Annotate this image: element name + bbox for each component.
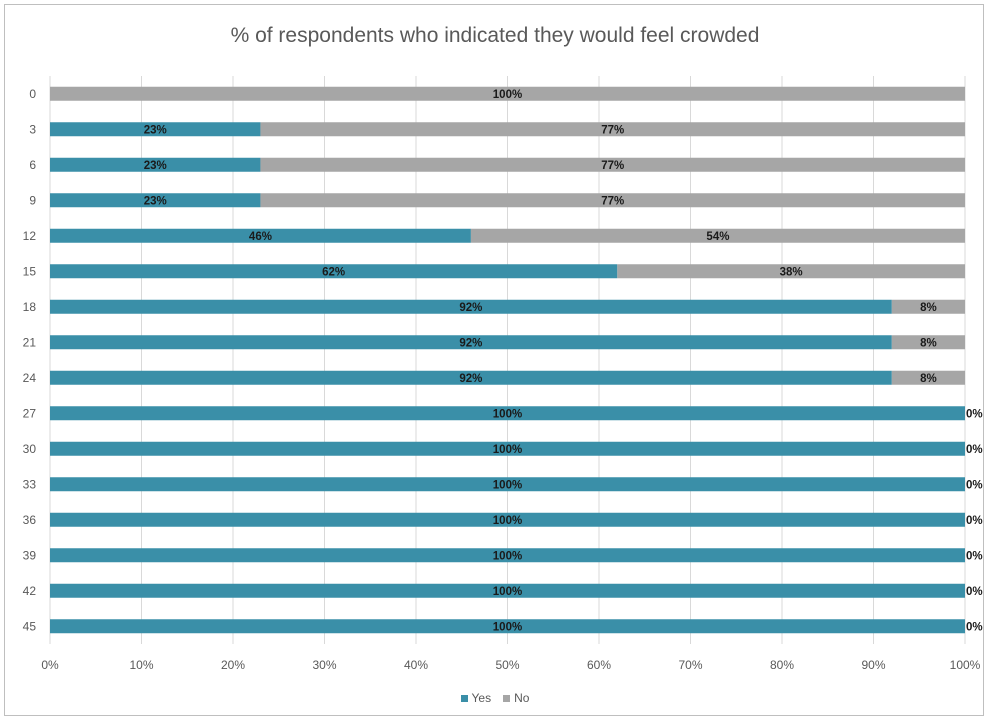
bar-segment-yes [50,264,618,279]
legend-swatch-no [503,694,511,702]
bar-segment-yes [50,619,965,634]
x-tick-label: 0% [41,658,59,672]
x-tick-label: 30% [312,658,336,672]
y-tick-label: 6 [29,158,36,172]
data-label-yes: 100% [493,586,522,598]
data-label-yes: 100% [493,550,522,562]
data-label-no: 8% [920,302,937,314]
bar-segment-yes [50,583,965,598]
data-label-no: 8% [920,337,937,349]
y-tick-label: 0 [29,87,36,101]
data-label-no: 0% [966,515,983,527]
chart-legend: Yes No [0,691,990,705]
y-tick-label: 12 [23,229,37,243]
y-tick-label: 45 [23,619,37,633]
data-label-yes: 100% [493,408,522,420]
data-label-no: 77% [601,195,624,207]
y-tick-label: 18 [23,300,37,314]
bar-segment-yes [50,122,261,137]
data-label-no: 77% [601,160,624,172]
data-label-yes: 62% [322,266,345,278]
bar-segment-yes [50,228,471,243]
data-label-yes: 23% [144,160,167,172]
chart-title: % of respondents who indicated they woul… [230,24,760,47]
bar-segment-yes [50,548,965,563]
bar-segment-yes [50,441,965,456]
x-tick-label: 90% [861,658,885,672]
y-tick-label: 27 [23,406,37,420]
data-label-no: 77% [601,124,624,136]
bar-segment-no [891,335,965,350]
data-label-yes: 100% [493,479,522,491]
x-tick-label: 70% [678,658,702,672]
y-tick-label: 30 [23,442,37,456]
legend-swatch-yes [460,694,468,702]
data-label-no: 0% [966,479,983,491]
data-label-no: 0% [966,550,983,562]
x-tick-label: 40% [404,658,428,672]
legend-item-no: No [503,691,529,705]
legend-item-yes: Yes [460,691,492,705]
y-tick-label: 36 [23,513,37,527]
bar-segment-no [260,122,965,137]
bar-segment-no [891,299,965,314]
y-tick-label: 21 [23,335,37,349]
data-label-no: 0% [966,586,983,598]
bar-segment-yes [50,406,965,421]
data-label-yes: 23% [144,195,167,207]
x-tick-label: 20% [221,658,245,672]
bar-segment-no [260,193,965,208]
data-label-yes: 46% [249,231,272,243]
bar-segment-yes [50,335,892,350]
x-tick-label: 100% [950,658,981,672]
data-label-yes: 100% [493,515,522,527]
y-tick-label: 42 [23,584,37,598]
data-label-yes: 23% [144,124,167,136]
y-tick-label: 9 [29,193,36,207]
data-label-yes: 100% [493,444,522,456]
data-label-yes: 92% [459,373,482,385]
data-label-yes: 92% [459,337,482,349]
data-label-yes: 92% [459,302,482,314]
data-label-no: 100% [493,89,522,101]
legend-label-yes: Yes [471,691,492,705]
x-tick-label: 60% [587,658,611,672]
x-tick-label: 80% [770,658,794,672]
bar-segment-no [50,86,965,101]
bar-segment-no [617,264,965,279]
bar-segment-yes [50,370,892,385]
bar-segment-yes [50,512,965,527]
y-tick-label: 15 [23,264,37,278]
data-label-yes: 100% [493,621,522,633]
bar-segment-no [470,228,965,243]
data-label-no: 0% [966,408,983,420]
y-tick-label: 3 [29,122,36,136]
bar-segment-yes [50,157,261,172]
bar-segment-yes [50,299,892,314]
x-tick-label: 10% [129,658,153,672]
bar-segment-yes [50,477,965,492]
bar-segment-no [260,157,965,172]
x-tick-label: 50% [495,658,519,672]
data-label-no: 0% [966,621,983,633]
data-label-no: 0% [966,444,983,456]
data-label-no: 38% [780,266,803,278]
bar-segment-no [891,370,965,385]
y-tick-label: 24 [23,371,37,385]
y-tick-label: 39 [23,548,37,562]
y-tick-label: 33 [23,477,37,491]
legend-label-no: No [514,691,530,705]
data-label-no: 54% [706,231,729,243]
bar-segment-yes [50,193,261,208]
data-label-no: 8% [920,373,937,385]
